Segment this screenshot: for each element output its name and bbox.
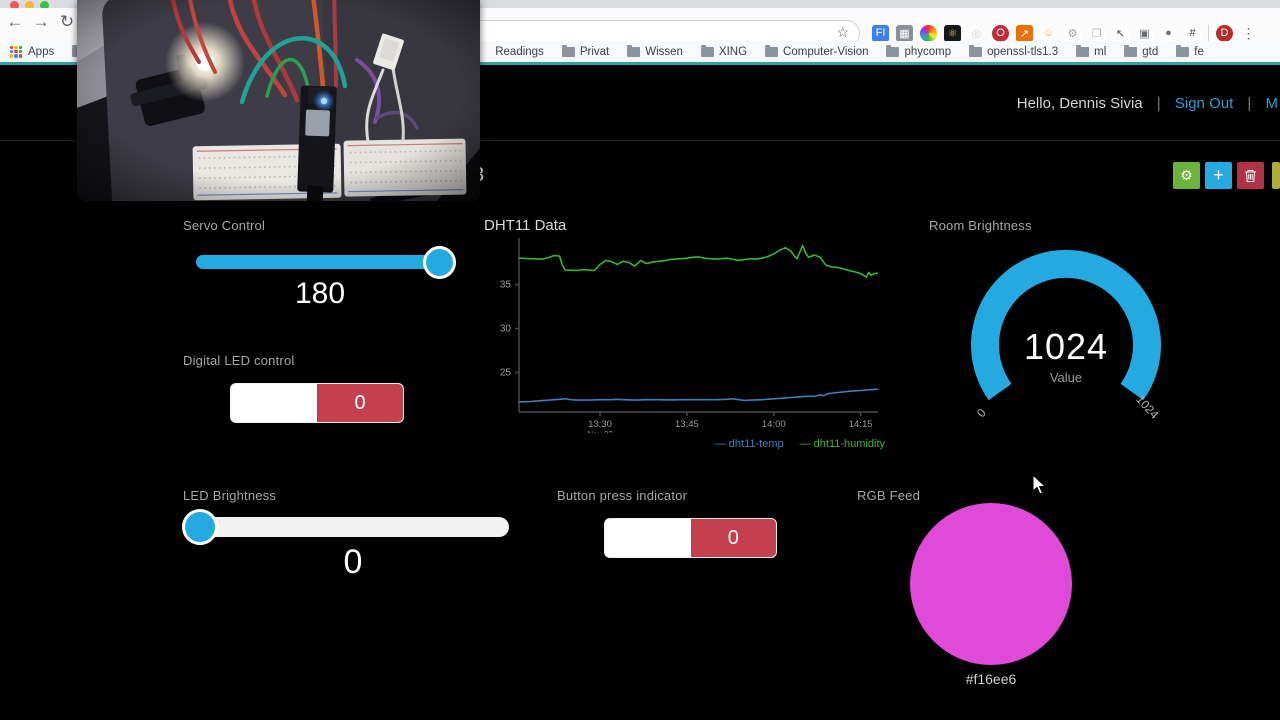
servo-value: 180 <box>294 277 346 310</box>
led-brightness-knob[interactable] <box>182 509 218 545</box>
page-top-accent <box>0 62 1280 65</box>
bookmark-xing[interactable]: XING <box>700 44 747 58</box>
webcam-video-overlay[interactable] <box>77 0 480 201</box>
mouse-cursor <box>1032 474 1047 495</box>
header-divider <box>0 140 1280 141</box>
rgb-feed-label: RGB Feed <box>857 488 921 503</box>
toolbar-button-cut[interactable] <box>1272 162 1280 189</box>
cursor-extension-icon[interactable]: ↖ <box>1112 24 1129 42</box>
back-button[interactable]: ← <box>6 12 24 31</box>
analytics-extension-icon[interactable]: ↗ <box>1016 24 1033 42</box>
svg-text:14:00: 14:00 <box>762 419 786 430</box>
digital-led-toggle[interactable]: 0 <box>230 383 404 423</box>
led-brightness-label: LED Brightness <box>183 488 277 503</box>
dashboard-settings-button[interactable]: ⚙ <box>1173 162 1200 189</box>
toggle-off-half <box>231 384 317 422</box>
breadboard-scene <box>77 0 480 201</box>
browser-menu-button[interactable]: ⋮ <box>1241 24 1256 41</box>
toggle-off-half <box>605 519 691 557</box>
rgb-color-circle <box>910 503 1072 665</box>
svg-text:35: 35 <box>500 280 512 291</box>
delete-dashboard-button[interactable] <box>1237 162 1264 189</box>
window-zoom-button[interactable] <box>40 1 49 10</box>
folder-icon <box>561 44 575 57</box>
sign-out-link[interactable]: Sign Out <box>1174 95 1234 112</box>
window-minimize-button[interactable] <box>25 1 34 10</box>
chart-legend: — dht11-temp — dht11-humidity <box>600 438 885 450</box>
servo-slider-track[interactable] <box>196 255 455 269</box>
folder-icon <box>1076 44 1090 57</box>
dark-circle-extension-icon[interactable]: ● <box>1160 24 1177 42</box>
folder-icon <box>1176 44 1190 57</box>
window-close-button[interactable] <box>10 1 19 10</box>
room-brightness-label: Room Brightness <box>929 218 1032 233</box>
monitor-extension-icon[interactable]: ▣ <box>1136 24 1153 42</box>
folder-icon <box>627 44 641 57</box>
folder-icon <box>886 44 900 57</box>
atom-extension-icon[interactable]: ⚛ <box>944 24 961 42</box>
bookmark-ml[interactable]: ml <box>1076 44 1106 58</box>
reload-button[interactable]: ↻ <box>59 12 75 31</box>
bookmark-openssl-tls1.3[interactable]: openssl-tls1.3 <box>969 44 1058 58</box>
folder-icon <box>1124 44 1138 57</box>
led-brightness-value: 0 <box>343 543 363 581</box>
svg-text:14:15: 14:15 <box>849 419 873 430</box>
smiley-extension-icon[interactable]: ☺ <box>1040 24 1057 42</box>
fi-extension-icon[interactable]: FI <box>872 24 889 42</box>
target-extension-icon[interactable]: ◎ <box>968 24 985 42</box>
bookmark-privat[interactable]: Privat <box>561 44 609 58</box>
led-brightness-track[interactable] <box>183 517 509 537</box>
opera-extension-icon[interactable]: O <box>992 24 1009 42</box>
add-block-button[interactable]: + <box>1205 162 1232 189</box>
toggle-on-half: 0 <box>690 519 776 557</box>
bookmark-star-icon[interactable]: ☆ <box>836 24 849 40</box>
bookmark-fe[interactable]: fe <box>1176 44 1204 58</box>
servo-slider-knob[interactable] <box>423 246 456 279</box>
bookmark-readings[interactable]: Readings <box>495 45 544 58</box>
toggle-on-half: 0 <box>317 384 403 422</box>
digital-led-label: Digital LED control <box>183 353 295 368</box>
legend-dht11-humidity: — dht11-humidity <box>799 438 885 450</box>
folder-icon <box>765 44 779 57</box>
gauge-unit-label: Value <box>1049 370 1083 385</box>
browser-tabstrip <box>0 0 1280 10</box>
svg-text:25: 25 <box>500 367 512 378</box>
dht11-chart: 25 30 35 13:30Nov 22 13:45 14:00 14:15 <box>480 238 890 439</box>
svg-text:13:45: 13:45 <box>675 419 699 430</box>
folder-icon <box>969 44 983 57</box>
chat-extension-icon[interactable]: ❐ <box>1088 24 1105 42</box>
svg-text:Nov 22: Nov 22 <box>587 430 613 433</box>
bookmark-items: Readings Privat Wissen XING Computer-Vision p… <box>495 44 1222 58</box>
account-header: Hello, Dennis Sivia | Sign Out | M <box>1016 95 1279 112</box>
greeting-text: Hello, Dennis Sivia <box>1016 95 1143 112</box>
rgb-hex-value: #f16ee6 <box>965 671 1017 687</box>
gear-extension-icon[interactable]: ⚙ <box>1064 24 1081 42</box>
bookmark-computer-vision[interactable]: Computer-Vision <box>765 44 868 58</box>
profile-avatar[interactable]: D <box>1216 24 1233 42</box>
bar-chart-extension-icon[interactable]: ▦ <box>896 24 913 42</box>
dht11-chart-title: DHT11 Data <box>484 217 567 234</box>
svg-text:13:30: 13:30 <box>588 419 612 430</box>
bookmark-wissen[interactable]: Wissen <box>627 44 683 58</box>
color-wheel-extension-icon[interactable] <box>920 24 937 42</box>
legend-dht11-temp: — dht11-temp <box>714 438 784 450</box>
gauge-value: 1024 <box>1023 326 1109 367</box>
folder-icon <box>700 44 714 57</box>
button-indicator-toggle[interactable]: 0 <box>604 518 777 558</box>
bookmark-apps[interactable]: Apps <box>28 45 55 58</box>
room-brightness-gauge: 1024 Value 0 1024 <box>936 230 1196 460</box>
svg-text:30: 30 <box>500 324 512 335</box>
frame-extension-icon[interactable]: # <box>1184 24 1201 42</box>
button-indicator-label: Button press indicator <box>557 488 688 503</box>
toolbar-separator <box>1208 25 1209 41</box>
bookmark-gtd[interactable]: gtd <box>1124 44 1158 58</box>
apps-grid-icon[interactable] <box>10 45 22 58</box>
servo-control-label: Servo Control <box>183 218 266 233</box>
trash-icon <box>1245 169 1256 182</box>
extension-icons-row: FI ▦ ⚛ ◎ O ↗ ☺ ⚙ ❐ ↖ ▣ ● # D ⋮ <box>872 20 1257 46</box>
bookmark-phycomp[interactable]: phycomp <box>886 44 951 58</box>
menu-link-cut[interactable]: M <box>1265 95 1279 112</box>
forward-button[interactable]: → <box>32 12 50 31</box>
